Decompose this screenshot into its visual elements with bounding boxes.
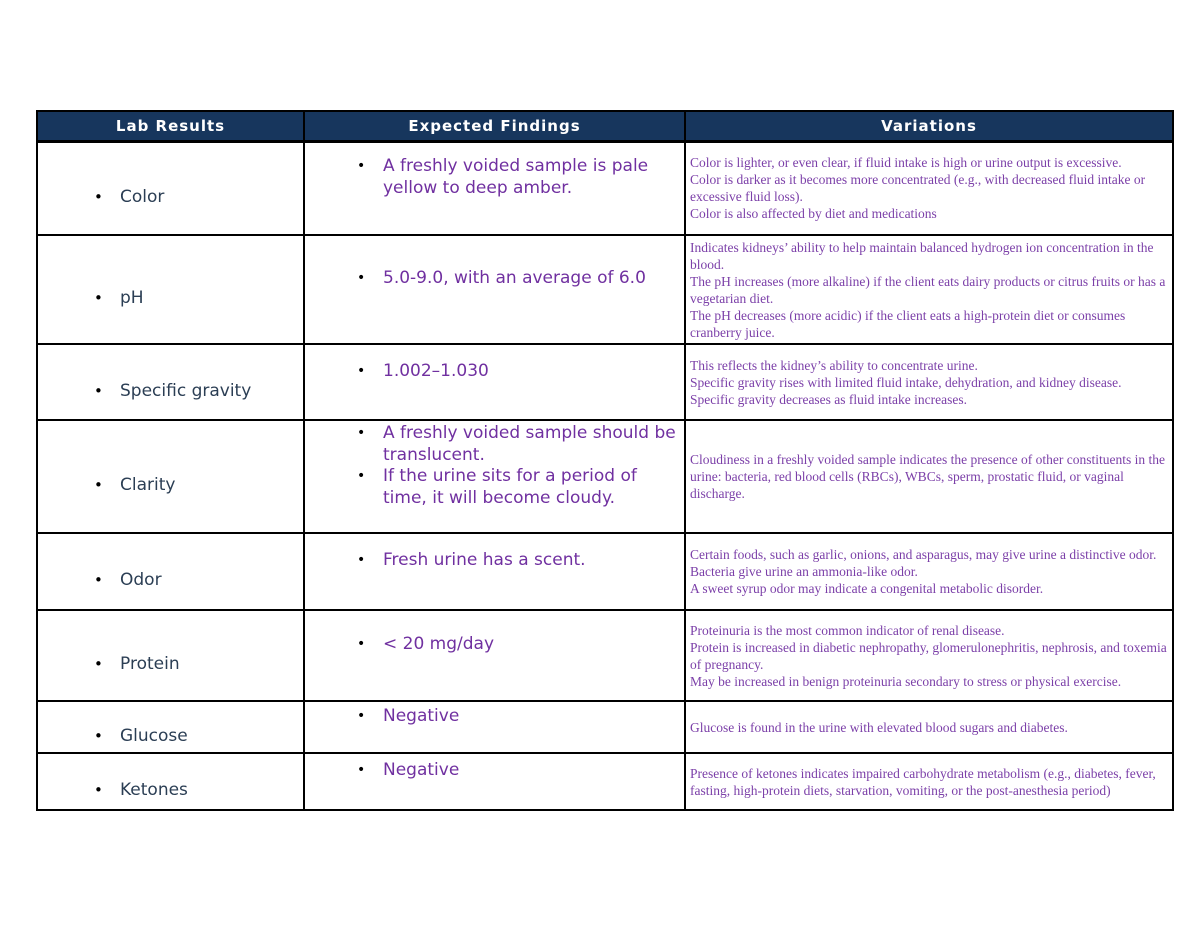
expected-findings-cell: 5.0-9.0, with an average of 6.0 xyxy=(303,234,686,345)
table-row: Color A freshly voided sample is pale ye… xyxy=(36,140,1174,236)
variations-cell: Presence of ketones indicates impaired c… xyxy=(684,752,1174,811)
variations-text: Indicates kidneys’ ability to help maint… xyxy=(690,239,1167,341)
lab-result-label: Odor xyxy=(94,570,297,591)
finding-item: 1.002–1.030 xyxy=(355,361,680,383)
table-row: Clarity A freshly voided sample should b… xyxy=(36,419,1174,534)
lab-result-cell: Glucose xyxy=(36,700,305,754)
variation-line: Glucose is found in the urine with eleva… xyxy=(690,719,1068,735)
expected-findings-cell: Fresh urine has a scent. xyxy=(303,532,686,611)
findings-list: A freshly voided sample should be transl… xyxy=(355,423,680,509)
expected-findings-cell: A freshly voided sample should be transl… xyxy=(303,419,686,534)
lab-result-cell: Color xyxy=(36,140,305,236)
variations-cell: Cloudiness in a freshly voided sample in… xyxy=(684,419,1174,534)
finding-item: Negative xyxy=(355,760,680,782)
variation-line: Indicates kidneys’ ability to help maint… xyxy=(690,239,1154,272)
findings-list: Negative xyxy=(355,706,680,728)
variation-line: Bacteria give urine an ammonia-like odor… xyxy=(690,564,918,579)
table-row: Protein < 20 mg/day Proteinuria is the m… xyxy=(36,609,1174,702)
findings-list: Negative xyxy=(355,760,680,782)
variation-line: The pH increases (more alkaline) if the … xyxy=(690,273,1166,306)
findings-list: A freshly voided sample is pale yellow t… xyxy=(355,156,680,199)
findings-list: < 20 mg/day xyxy=(355,634,680,656)
variations-cell: This reflects the kidney’s ability to co… xyxy=(684,343,1174,421)
lab-result-label: Glucose xyxy=(94,726,297,747)
expected-findings-cell: Negative xyxy=(303,752,686,811)
variation-line: May be increased in benign proteinuria s… xyxy=(690,673,1122,689)
lab-result-label: Protein xyxy=(94,654,297,675)
lab-result-label: pH xyxy=(94,288,297,309)
variation-line: A sweet syrup odor may indicate a congen… xyxy=(690,581,1044,596)
expected-findings-cell: < 20 mg/day xyxy=(303,609,686,702)
header-row: Lab Results Expected Findings Variations xyxy=(36,110,1174,143)
finding-item: If the urine sits for a period of time, … xyxy=(355,466,680,509)
lab-result-label: Clarity xyxy=(94,475,297,496)
table-row: pH 5.0-9.0, with an average of 6.0 Indic… xyxy=(36,234,1174,345)
expected-findings-cell: A freshly voided sample is pale yellow t… xyxy=(303,140,686,236)
findings-list: Fresh urine has a scent. xyxy=(355,550,680,572)
findings-list: 1.002–1.030 xyxy=(355,361,680,383)
variation-line: Specific gravity rises with limited flui… xyxy=(690,374,1122,390)
expected-findings-cell: 1.002–1.030 xyxy=(303,343,686,421)
finding-item: < 20 mg/day xyxy=(355,634,680,656)
table-body: Color A freshly voided sample is pale ye… xyxy=(36,140,1174,811)
variation-line: The pH decreases (more acidic) if the cl… xyxy=(690,307,1126,340)
lab-result-cell: pH xyxy=(36,234,305,345)
variation-line: Color is lighter, or even clear, if flui… xyxy=(690,155,1122,171)
lab-result-cell: Protein xyxy=(36,609,305,702)
variation-line: Color is also affected by diet and medic… xyxy=(690,206,937,222)
variation-line: Proteinuria is the most common indicator… xyxy=(690,622,1005,638)
variation-line: Certain foods, such as garlic, onions, a… xyxy=(690,547,1157,562)
column-header-variations: Variations xyxy=(684,110,1174,143)
finding-item: A freshly voided sample is pale yellow t… xyxy=(355,156,680,199)
lab-result-cell: Ketones xyxy=(36,752,305,811)
lab-result-cell: Odor xyxy=(36,532,305,611)
variations-text: This reflects the kidney’s ability to co… xyxy=(690,357,1167,408)
variation-line: This reflects the kidney’s ability to co… xyxy=(690,357,978,373)
variation-line: Color is darker as it becomes more conce… xyxy=(690,172,1146,205)
finding-item: Fresh urine has a scent. xyxy=(355,550,680,572)
table-row: Glucose Negative Glucose is found in the… xyxy=(36,700,1174,754)
lab-result-cell: Clarity xyxy=(36,419,305,534)
variation-line: Presence of ketones indicates impaired c… xyxy=(690,765,1156,798)
urinalysis-table: Lab Results Expected Findings Variations… xyxy=(36,110,1174,811)
variations-text: Color is lighter, or even clear, if flui… xyxy=(690,154,1167,222)
table-row: Odor Fresh urine has a scent. Certain fo… xyxy=(36,532,1174,611)
variations-cell: Proteinuria is the most common indicator… xyxy=(684,609,1174,702)
findings-list: 5.0-9.0, with an average of 6.0 xyxy=(355,268,680,290)
variations-text: Proteinuria is the most common indicator… xyxy=(690,622,1167,690)
lab-result-label: Specific gravity xyxy=(94,381,297,402)
variations-cell: Color is lighter, or even clear, if flui… xyxy=(684,140,1174,236)
variations-cell: Glucose is found in the urine with eleva… xyxy=(684,700,1174,754)
table-row: Ketones Negative Presence of ketones ind… xyxy=(36,752,1174,811)
variations-text: Certain foods, such as garlic, onions, a… xyxy=(690,546,1167,597)
finding-item: A freshly voided sample should be transl… xyxy=(355,423,680,466)
column-header-expected-findings: Expected Findings xyxy=(303,110,686,143)
variations-cell: Certain foods, such as garlic, onions, a… xyxy=(684,532,1174,611)
expected-findings-cell: Negative xyxy=(303,700,686,754)
lab-result-label: Ketones xyxy=(94,780,297,801)
variations-text: Glucose is found in the urine with eleva… xyxy=(690,719,1167,736)
lab-result-label: Color xyxy=(94,187,297,208)
lab-result-cell: Specific gravity xyxy=(36,343,305,421)
finding-item: Negative xyxy=(355,706,680,728)
variations-cell: Indicates kidneys’ ability to help maint… xyxy=(684,234,1174,345)
finding-item: 5.0-9.0, with an average of 6.0 xyxy=(355,268,680,290)
variations-text: Cloudiness in a freshly voided sample in… xyxy=(690,451,1167,502)
column-header-lab-results: Lab Results xyxy=(36,110,305,143)
table-row: Specific gravity 1.002–1.030 This reflec… xyxy=(36,343,1174,421)
variation-line: Cloudiness in a freshly voided sample in… xyxy=(690,452,1166,501)
variation-line: Specific gravity decreases as fluid inta… xyxy=(690,391,968,407)
table-header: Lab Results Expected Findings Variations xyxy=(36,110,1174,143)
variations-text: Presence of ketones indicates impaired c… xyxy=(690,765,1167,799)
variation-line: Protein is increased in diabetic nephrop… xyxy=(690,639,1167,672)
